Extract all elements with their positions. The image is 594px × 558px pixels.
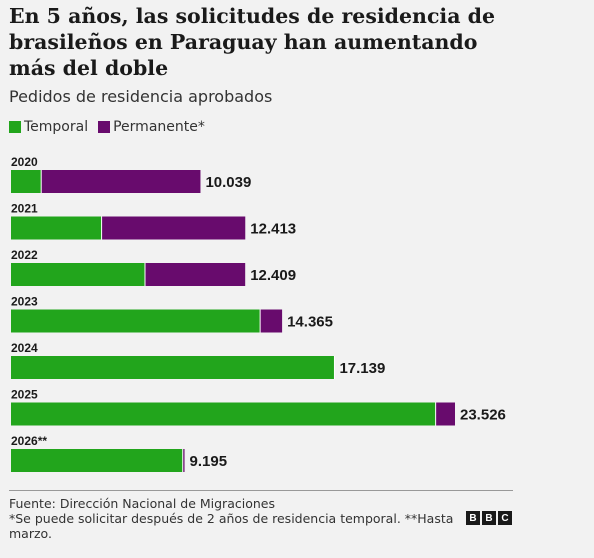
bar-temporal (11, 356, 335, 379)
footnote: *Se puede solicitar después de 2 años de… (9, 511, 454, 541)
total-value-label: 12.413 (250, 221, 296, 238)
bar-segment-divider (182, 449, 184, 472)
bar-temporal (11, 263, 145, 286)
bbc-logo-letter-1: B (466, 511, 480, 525)
bar-permanente (41, 170, 201, 193)
bar-permanente (144, 263, 246, 286)
legend-swatch-permanente (98, 121, 111, 133)
footer: Fuente: Dirección Nacional de Migracione… (9, 496, 459, 541)
bar-segment-divider (40, 170, 42, 193)
bar-segment-divider (333, 356, 335, 379)
category-label: 2020 (11, 155, 38, 169)
category-label: 2022 (11, 248, 38, 262)
legend-item-permanente: Permanente* (98, 119, 205, 135)
bbc-logo-letter-3: C (498, 511, 512, 525)
category-label: 2025 (11, 388, 38, 402)
legend-swatch-temporal (9, 121, 21, 133)
legend: Temporal Permanente* (9, 119, 215, 135)
bar-temporal (11, 216, 102, 240)
bar-temporal (11, 309, 261, 333)
total-value-label: 12.409 (250, 267, 296, 284)
bar-segment-divider (101, 216, 103, 240)
bar-permanente (260, 309, 283, 333)
bar-temporal (11, 170, 42, 193)
category-label: 2026** (11, 434, 47, 448)
total-value-label: 14.365 (287, 314, 333, 331)
category-label: 2024 (11, 341, 38, 355)
bar-temporal (11, 402, 436, 426)
category-label: 2023 (11, 295, 38, 309)
bar-segment-divider (259, 309, 261, 333)
total-value-label: 17.139 (339, 360, 385, 377)
bar-segment-divider (144, 263, 146, 286)
bar-temporal (11, 449, 183, 472)
chart-subtitle: Pedidos de residencia aprobados (9, 87, 273, 106)
total-value-label: 23.526 (460, 407, 506, 424)
bar-chart: 2020 10.039 2021 12.413 2022 12.409 2023 14.365… (11, 155, 506, 472)
legend-item-temporal: Temporal (9, 119, 88, 135)
legend-label-permanente: Permanente* (113, 119, 205, 135)
total-value-label: 9.195 (190, 453, 228, 470)
bar-permanente (435, 402, 455, 426)
legend-label-temporal: Temporal (24, 119, 89, 135)
bbc-logo: B B C (464, 511, 512, 525)
bar-permanente (182, 449, 185, 472)
bar-segment-divider (435, 402, 437, 426)
footer-divider (9, 490, 513, 491)
total-value-label: 10.039 (205, 174, 251, 191)
category-label: 2021 (11, 202, 38, 216)
source-note: Fuente: Dirección Nacional de Migracione… (9, 496, 275, 511)
bbc-logo-letter-2: B (482, 511, 496, 525)
chart-title: En 5 años, las solicitudes de residencia… (9, 4, 496, 80)
bar-permanente (101, 216, 246, 240)
